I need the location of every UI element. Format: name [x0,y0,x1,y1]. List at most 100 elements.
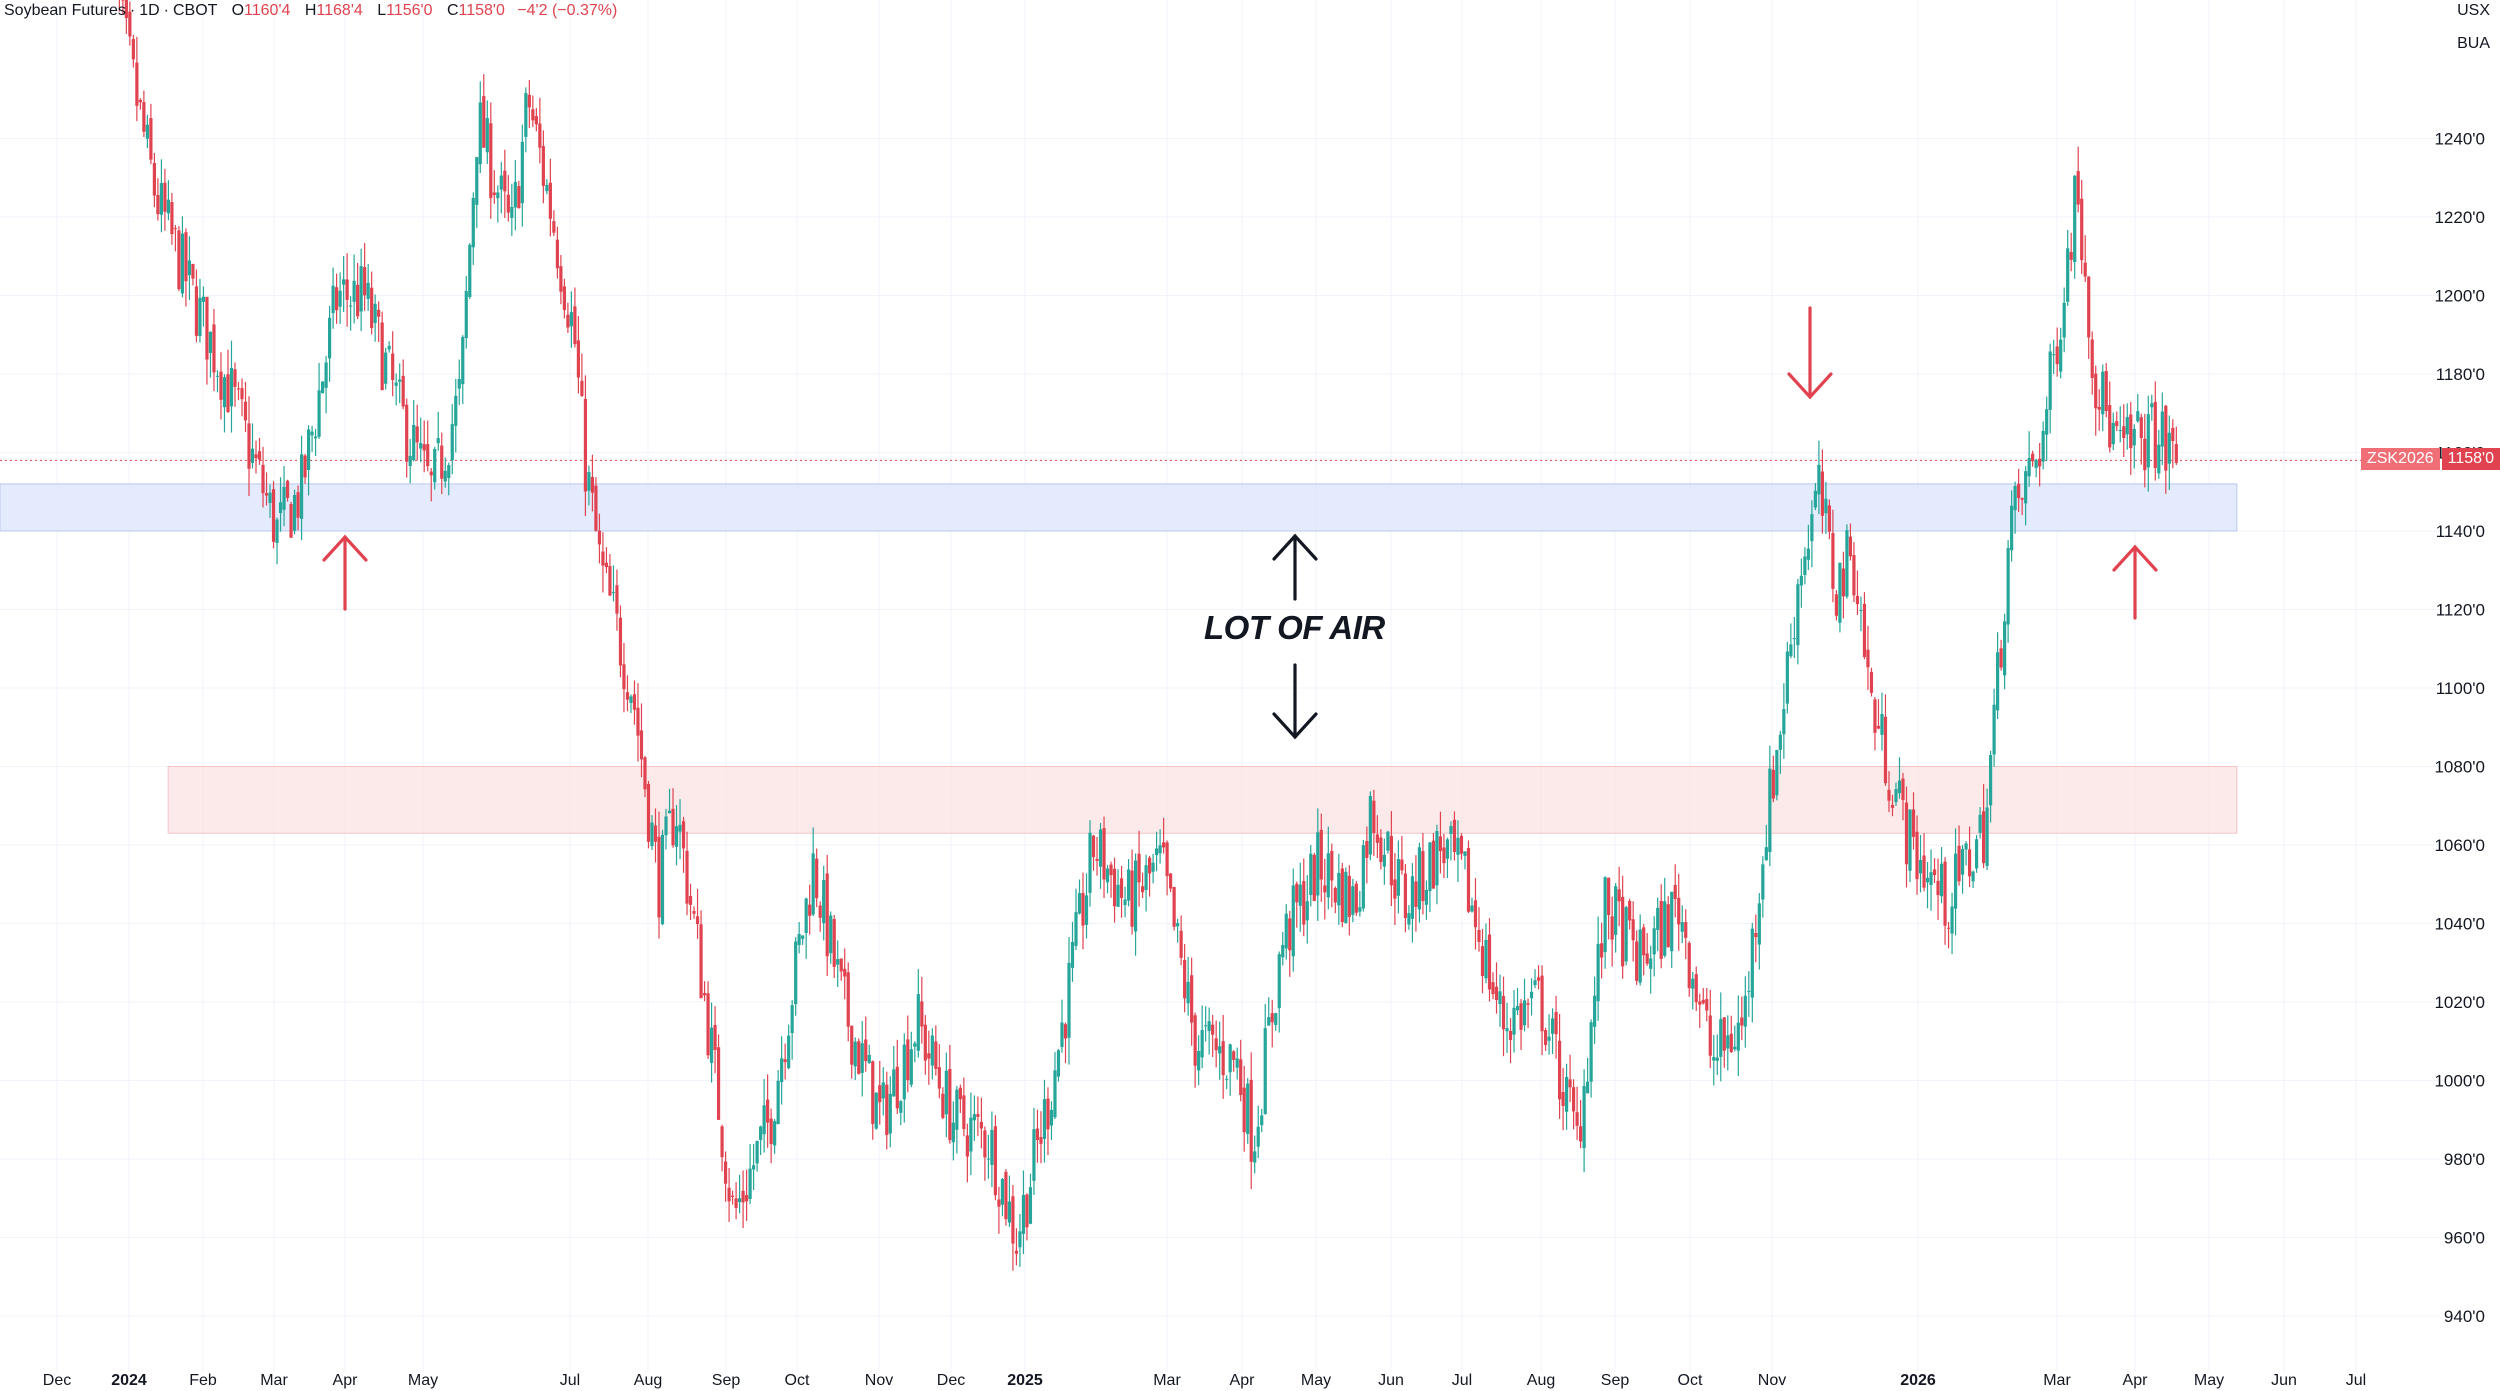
candle-body [1018,1231,1022,1248]
candle-body [1747,990,1751,992]
candle-body [1960,849,1965,875]
candle-body [1126,869,1131,901]
candle-body [1708,1015,1712,1056]
candle-body [317,390,321,437]
candle-body [1358,907,1362,912]
candle-body [1438,836,1443,852]
candle-body [1799,575,1803,586]
candle-body [1764,847,1768,861]
candle-body [1414,881,1418,907]
candle-body [1326,853,1330,898]
candle-body [944,1070,948,1115]
candle-body [1887,789,1891,801]
symbol-name[interactable]: Soybean Futures [4,2,126,19]
candle-body [250,448,255,463]
candle-body [1501,996,1506,1030]
candle-body [2171,427,2175,442]
candle-body [1084,895,1089,925]
candle-body [1631,919,1635,941]
candle-body [745,1195,749,1202]
candle-body [1249,1079,1253,1162]
currency-unit[interactable]: USX [2457,2,2490,19]
candle-body [1543,1030,1548,1045]
candle-body [888,1093,892,1134]
candle-body [1564,1076,1569,1112]
currency-sub[interactable]: BUA [2457,35,2490,52]
candle-body [1915,831,1919,880]
candle-body [194,286,199,336]
candle-body [538,123,542,148]
candle-body [937,1067,941,1089]
candle-body [741,1190,745,1203]
candle-body [573,306,577,345]
candle-body [1147,857,1152,874]
candle-body [1817,464,1821,495]
x-tick-label: Jun [1378,1372,1404,1389]
candle-body [1256,1126,1260,1147]
candle-body [1771,769,1775,799]
candle-body [282,487,286,510]
candle-body [373,303,377,323]
x-tick-label: Jul [560,1372,580,1389]
candle-body [1098,829,1103,867]
candle-body [808,904,812,916]
candle-body [1638,929,1642,983]
candle-body [1778,734,1782,750]
arrow-up-black-icon [1272,533,1318,601]
candle-body [292,494,297,531]
candle-body [356,284,360,317]
candle-body [520,141,524,204]
candle-body [734,1198,738,1209]
candle-body [1712,1057,1716,1061]
candle-body [1859,609,1863,611]
candle-body [1996,652,2000,711]
candle-body [324,362,328,388]
candle-body [622,664,626,690]
change-value: −4'2 (−0.37%) [517,2,618,19]
candle-body [1848,536,1853,557]
candle-body [1659,900,1663,959]
price-tag-symbol: ZSK2026 [2360,448,2440,470]
candle-body [1021,1194,1026,1234]
candle-body [1557,1040,1562,1100]
candle-body [506,194,510,213]
candle-body [2076,171,2080,205]
candle-body [531,109,535,121]
candle-body [1025,1194,1029,1228]
candle-body [955,1089,959,1130]
candle-body [2066,248,2070,302]
candle-body [720,1126,724,1158]
candle-body [1014,1250,1019,1254]
candle-body [1382,854,1386,867]
candle-body [468,244,472,297]
chart-header: Soybean Futures · 1D · CBOT O1160'4 H1168'4 … [4,2,618,19]
candle-body [2097,406,2101,410]
interval[interactable]: 1D [139,2,160,19]
candle-body [2038,458,2042,467]
candle-body [408,455,412,467]
candle-body [643,757,647,790]
candle-body [1067,962,1071,1038]
candle-body [475,157,479,205]
candle-body [233,369,237,387]
candle-body [878,1085,882,1103]
candle-body [1498,991,1502,1005]
candle-body [2167,432,2171,464]
y-tick-label: 960'0 [2444,1229,2485,1248]
candle-body [829,915,833,954]
candle-body [1572,1087,1576,1112]
candle-body [306,429,311,471]
candle-body [310,431,314,436]
x-tick-label: Oct [785,1372,810,1389]
candle-body [1372,800,1376,834]
candle-body [1897,780,1902,794]
candle-body [496,192,500,199]
candle-body [1550,1018,1555,1034]
candle-body [1207,1021,1211,1031]
candle-body [415,426,419,443]
candle-body [797,934,801,945]
candle-body [1796,584,1800,646]
candle-body [1680,922,1684,932]
candle-body [1841,568,1846,597]
